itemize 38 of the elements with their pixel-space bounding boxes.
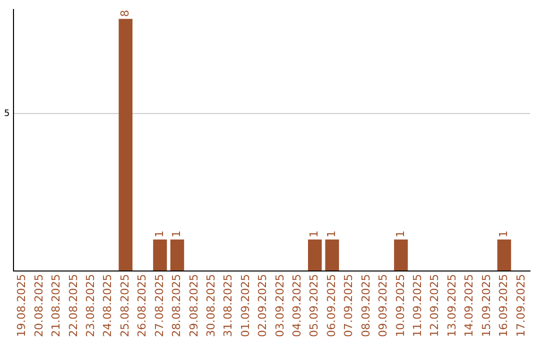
x-tick-label: 26.08.2025 [136, 274, 149, 338]
x-tick-label: 09.09.2025 [376, 274, 390, 338]
x-tick-label: 11.09.2025 [411, 274, 424, 338]
x-tick-label: 17.09.2025 [514, 274, 528, 338]
x-tick-label: 13.09.2025 [445, 274, 458, 338]
x-tick-label: 19.08.2025 [15, 274, 28, 338]
x-tick-label: 21.08.2025 [50, 274, 63, 338]
data-label: 1 [308, 230, 321, 238]
x-tick-label: 22.08.2025 [66, 274, 80, 338]
x-tick-label: 29.08.2025 [187, 274, 200, 338]
data-label: 1 [324, 230, 338, 238]
x-tick-label: 04.09.2025 [290, 274, 304, 338]
data-label: 1 [170, 230, 184, 238]
x-tick-label: 06.09.2025 [324, 274, 338, 338]
x-tick-label: 03.09.2025 [273, 274, 286, 338]
x-tick-label: 07.09.2025 [342, 274, 356, 338]
x-tick-label: 15.09.2025 [480, 274, 493, 338]
x-tick-label: 08.09.2025 [359, 274, 372, 338]
x-tick-label: 27.08.2025 [152, 274, 166, 338]
x-tick-label: 20.08.2025 [32, 274, 46, 338]
x-tick-label: 01.09.2025 [238, 274, 252, 338]
x-tick-label: 12.09.2025 [428, 274, 442, 338]
x-tick-label: 16.09.2025 [497, 274, 510, 338]
x-tick-label: 05.09.2025 [308, 274, 321, 338]
y-tick-label: 5 [4, 108, 10, 119]
x-tick-label: 02.09.2025 [256, 274, 270, 338]
x-tick-label: 28.08.2025 [170, 274, 184, 338]
data-label: 1 [152, 230, 166, 238]
x-tick-label: 31.08.2025 [222, 274, 235, 338]
data-label: 1 [497, 230, 510, 238]
x-tick-label: 25.08.2025 [118, 274, 132, 338]
x-tick-label: 14.09.2025 [462, 274, 476, 338]
x-tick-label: 10.09.2025 [394, 274, 407, 338]
x-tick-label: 24.08.2025 [101, 274, 114, 338]
x-tick-label: 23.08.2025 [84, 274, 98, 338]
data-label: 1 [394, 230, 407, 238]
x-tick-label: 30.08.2025 [204, 274, 218, 338]
data-label: 8 [118, 10, 132, 17]
